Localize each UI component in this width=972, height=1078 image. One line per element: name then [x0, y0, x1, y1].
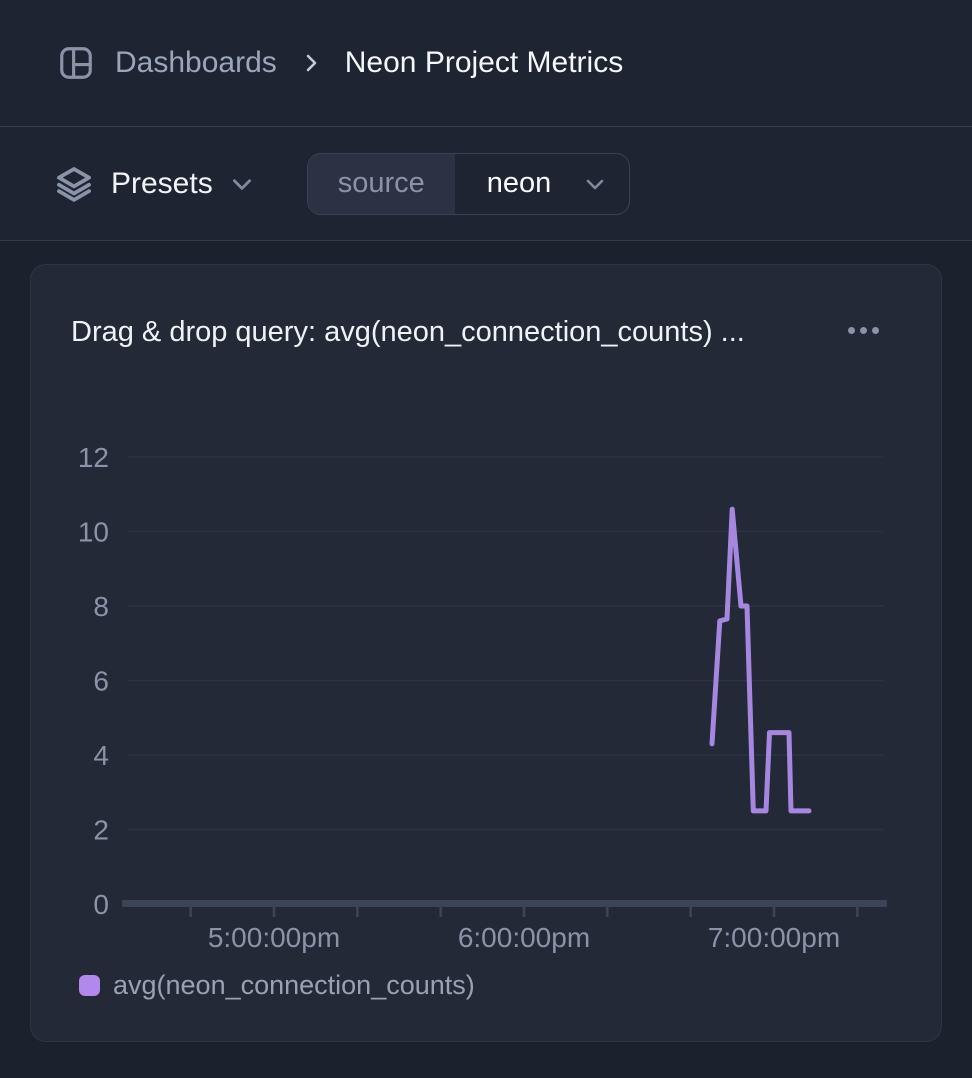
y-axis-tick-label: 12: [78, 442, 109, 473]
ellipsis-icon: [860, 327, 867, 334]
page-title: Neon Project Metrics: [344, 46, 624, 79]
toolbar: Presets source neon: [0, 127, 972, 241]
main-content: Drag & drop query: avg(neon_connection_c…: [0, 241, 972, 1042]
chart-panel: Drag & drop query: avg(neon_connection_c…: [30, 264, 942, 1042]
y-axis-tick-label: 6: [93, 666, 109, 697]
top-header: Dashboards Neon Project Metrics: [0, 0, 972, 127]
x-axis-tick-label: 5:00:00pm: [208, 922, 340, 953]
ellipsis-icon: [872, 327, 879, 334]
panel-options-menu-button[interactable]: [844, 323, 883, 338]
filter-key-label: source: [307, 153, 455, 214]
filter-selected-value: neon: [486, 167, 552, 199]
chevron-right-icon: [306, 54, 317, 72]
x-axis-line: [122, 900, 887, 907]
y-axis-tick-label: 4: [93, 740, 109, 771]
legend-series-label: avg(neon_connection_counts): [113, 970, 475, 1000]
y-axis-tick-label: 10: [78, 517, 109, 548]
layers-icon: [57, 166, 91, 202]
chevron-down-icon: [232, 178, 251, 190]
series-line: [709, 506, 812, 814]
breadcrumb-dashboards-link[interactable]: Dashboards: [115, 46, 277, 79]
source-filter-dropdown[interactable]: source neon: [306, 152, 631, 215]
legend-swatch: [79, 975, 100, 996]
dashboards-icon: [60, 47, 92, 79]
y-axis-tick-label: 0: [93, 889, 109, 920]
y-axis-tick-label: 2: [93, 815, 109, 846]
presets-dropdown[interactable]: Presets: [55, 165, 255, 203]
presets-label: Presets: [111, 166, 213, 200]
ellipsis-icon: [848, 327, 855, 334]
y-axis-tick-label: 8: [93, 591, 109, 622]
x-axis-tick-label: 7:00:00pm: [708, 922, 840, 953]
x-axis-tick-label: 6:00:00pm: [458, 922, 590, 953]
panel-title: Drag & drop query: avg(neon_connection_c…: [71, 316, 745, 348]
line-chart: 0 2 4 6 8 10 12 5:00:00pm 6:00:00pm 7:00:00pm: [78, 442, 887, 953]
chart-legend[interactable]: avg(neon_connection_counts): [79, 970, 475, 1001]
chevron-down-icon: [586, 179, 604, 189]
